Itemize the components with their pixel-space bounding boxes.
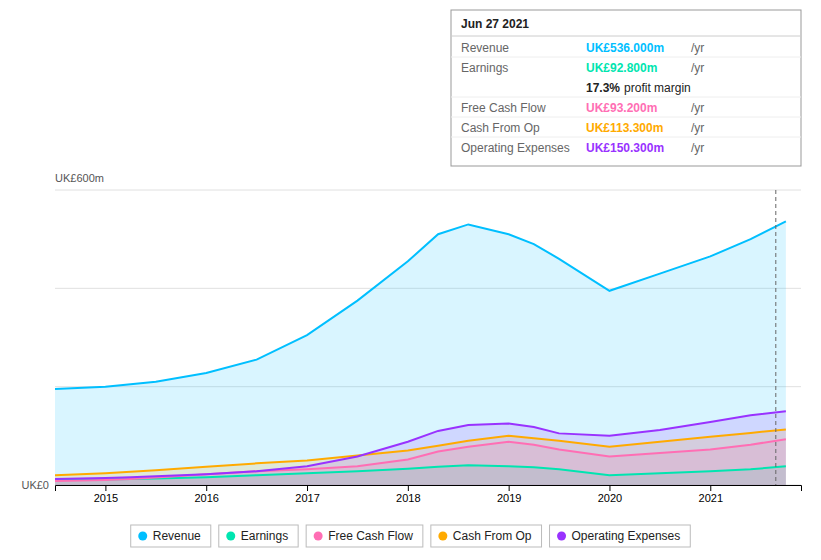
legend-label: Revenue <box>153 529 201 543</box>
x-tick: 2020 <box>598 485 622 504</box>
legend-marker <box>314 532 323 541</box>
series-line <box>55 411 786 479</box>
x-axis: 2015 2016 2017 2018 2019 2020 2021 <box>56 485 802 504</box>
separator <box>451 117 801 118</box>
axis-annotation: UK£0 <box>21 479 49 491</box>
tooltip-title: Jun 27 2021 <box>461 17 529 31</box>
legend-box <box>431 525 542 547</box>
grid <box>55 190 801 485</box>
legend-item: Revenue <box>131 525 211 547</box>
separator <box>451 36 801 37</box>
tooltip-label: Free Cash Flow <box>461 101 546 115</box>
legend-box <box>550 525 691 547</box>
legend-item: Free Cash Flow <box>306 525 423 547</box>
legend-box <box>219 525 298 547</box>
legend: Revenue Earnings Free Cash Flow Cash From O… <box>131 525 691 547</box>
tooltip-box <box>451 10 801 166</box>
x-tick: 2021 <box>699 485 723 504</box>
tooltip-suffix: profit margin <box>624 81 691 95</box>
x-tick-mark <box>307 485 308 491</box>
tooltip-label: Operating Expenses <box>461 141 570 155</box>
legend-box <box>131 525 211 547</box>
x-tick: 2016 <box>194 485 218 504</box>
tooltip-value: UK£150.300m <box>586 141 664 155</box>
legend-item: Cash From Op <box>431 525 542 547</box>
chart: 2015 2016 2017 2018 2019 2020 2021 UK£600m UK£0 J… <box>0 0 821 560</box>
hover-line <box>775 190 776 485</box>
series-line <box>55 221 786 389</box>
annotations: UK£600m UK£0 <box>21 172 103 491</box>
separator <box>451 57 801 58</box>
plot-area <box>55 190 786 485</box>
x-tick: 2015 <box>94 485 118 504</box>
tooltip-value: UK£113.300m <box>586 121 663 135</box>
series-area <box>55 221 786 485</box>
tooltip-unit: /yr <box>691 121 704 135</box>
tooltip: Jun 27 2021 Revenue UK£536.000m/yr Earnings… <box>451 10 801 166</box>
tooltip-value: 17.3% <box>586 81 620 95</box>
legend-label: Earnings <box>241 529 288 543</box>
x-tick-mark <box>609 485 610 491</box>
tooltip-unit: /yr <box>691 101 704 115</box>
x-tick-mark <box>710 485 711 491</box>
x-tick-label: 2019 <box>497 492 521 504</box>
axis-annotation: UK£600m <box>55 172 104 184</box>
tooltip-unit: /yr <box>691 141 704 155</box>
legend-item: Operating Expenses <box>550 525 691 547</box>
x-tick-mark <box>206 485 207 491</box>
x-tick-label: 2017 <box>295 492 319 504</box>
series-line <box>55 439 786 481</box>
legend-marker <box>438 532 447 541</box>
x-tick-label: 2016 <box>194 492 218 504</box>
x-tick-mark <box>509 485 510 491</box>
x-tick: 2018 <box>396 485 420 504</box>
tooltip-value: UK£93.200m <box>586 101 657 115</box>
legend-label: Cash From Op <box>453 529 532 543</box>
x-axis-line <box>56 486 802 492</box>
tooltip-label: Revenue <box>461 41 509 55</box>
separator <box>451 137 801 138</box>
legend-box <box>306 525 423 547</box>
tooltip-value: UK£92.800m <box>586 61 657 75</box>
series-area <box>55 411 786 485</box>
legend-label: Operating Expenses <box>572 529 681 543</box>
x-tick: 2017 <box>295 485 319 504</box>
x-tick-label: 2021 <box>699 492 723 504</box>
tooltip-label: Cash From Op <box>461 121 540 135</box>
tooltip-unit: /yr <box>691 41 704 55</box>
x-tick-mark <box>408 485 409 491</box>
legend-label: Free Cash Flow <box>328 529 413 543</box>
tooltip-unit: /yr <box>691 61 704 75</box>
tooltip-value: UK£536.000m <box>586 41 664 55</box>
x-tick: 2019 <box>497 485 521 504</box>
separator <box>451 97 801 98</box>
x-tick-label: 2018 <box>396 492 420 504</box>
legend-marker <box>226 532 235 541</box>
legend-marker <box>557 532 566 541</box>
tooltip-label: Earnings <box>461 61 508 75</box>
legend-item: Earnings <box>219 525 298 547</box>
legend-marker <box>138 532 147 541</box>
x-tick-mark <box>105 485 106 491</box>
x-tick-label: 2020 <box>598 492 622 504</box>
x-tick-label: 2015 <box>94 492 118 504</box>
grid-line <box>55 190 801 191</box>
